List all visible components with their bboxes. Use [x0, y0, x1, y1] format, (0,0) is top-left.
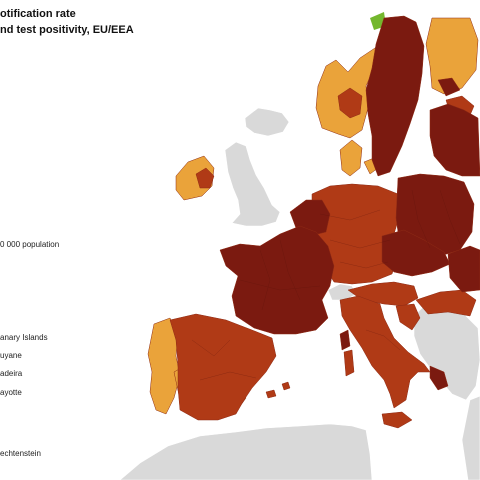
estonia-dark — [437, 77, 461, 97]
united-kingdom — [224, 141, 281, 227]
north-africa — [119, 423, 373, 480]
northern-ireland — [195, 167, 215, 189]
hungary-romania — [415, 289, 477, 317]
ukraine-border-region — [447, 245, 480, 293]
map-title-line-1: otification rate — [0, 8, 76, 20]
ireland — [175, 155, 215, 201]
inset-label-liechtenstein: echtenstein — [0, 449, 41, 458]
inset-label-guyane: uyane — [0, 351, 22, 360]
region-borders — [191, 189, 461, 381]
red-areas — [169, 87, 477, 429]
dark-red-areas — [219, 15, 480, 391]
sweden — [365, 15, 425, 177]
turkey-east — [461, 395, 480, 480]
inset-label-canary-islands: anary Islands — [0, 333, 48, 342]
inset-label-mayotte: ayotte — [0, 388, 22, 397]
norway-south-red — [337, 87, 363, 119]
legend-population-label: 0 000 population — [0, 240, 60, 249]
italy-heel — [429, 365, 449, 391]
croatia — [395, 303, 421, 331]
non-eu-areas — [119, 107, 480, 480]
balearic — [265, 389, 277, 399]
baltics — [429, 103, 480, 177]
sicily — [381, 411, 413, 429]
corsica — [339, 329, 351, 351]
iceland — [244, 107, 290, 137]
sardinia — [343, 349, 355, 377]
france — [219, 225, 335, 335]
italy — [339, 295, 431, 409]
map-title-line-2: nd test positivity, EU/EEA — [0, 24, 134, 36]
inset-label-madeira: adeira — [0, 369, 23, 378]
czechia-slovakia — [381, 229, 451, 277]
spain — [169, 313, 277, 421]
balearic-2 — [281, 381, 291, 391]
denmark — [339, 139, 363, 177]
